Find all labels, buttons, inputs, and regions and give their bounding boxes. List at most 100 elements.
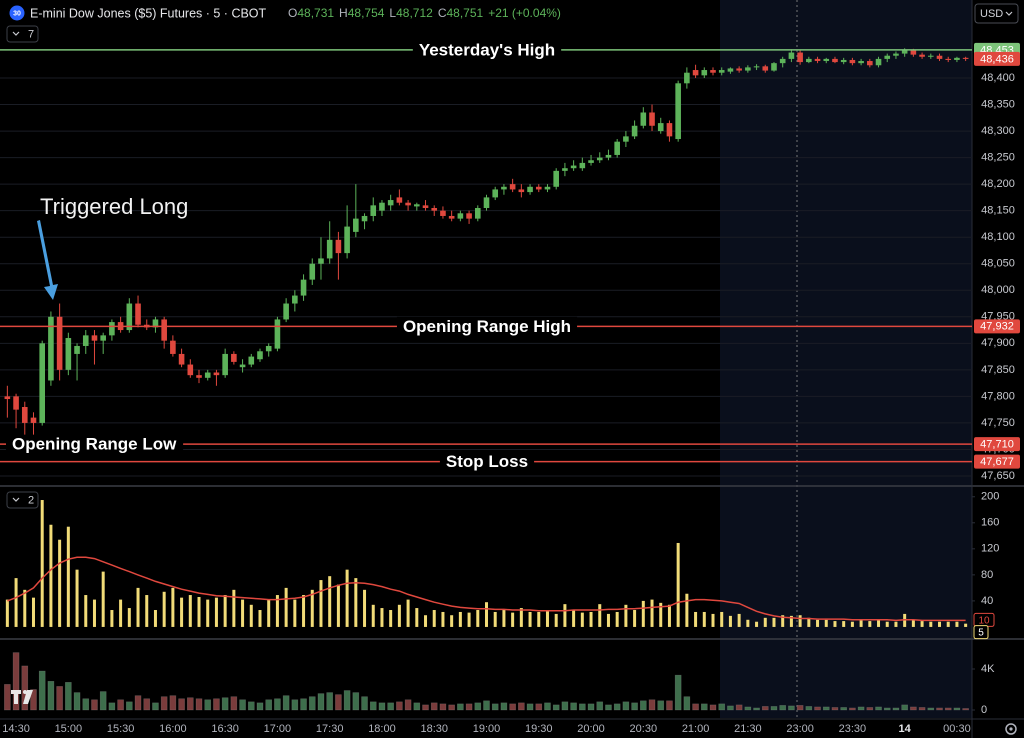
candle-body [387, 200, 394, 206]
volume-bar [474, 702, 482, 711]
candle-body [326, 239, 333, 259]
candle-body [893, 53, 899, 56]
candle-body [161, 319, 167, 341]
price-box [974, 51, 1020, 66]
indicator-bar [606, 613, 610, 627]
indicator-bar [885, 621, 889, 627]
indicator-bar [66, 526, 70, 627]
x-tick-label: 21:00 [682, 723, 710, 735]
volume-bar [596, 701, 604, 711]
indicator-bar [153, 610, 157, 627]
indicator-bar [685, 593, 689, 627]
ohlc-value: 48,751 [446, 6, 483, 20]
settings-icon[interactable] [1005, 723, 1017, 735]
volume-bar [352, 692, 360, 711]
ohlc-key: O [288, 6, 297, 20]
volume-bar [265, 699, 273, 711]
volume-bar [666, 700, 673, 711]
volume-bar [134, 695, 142, 711]
indicator-bar [868, 621, 872, 627]
volume-bar [300, 698, 307, 711]
candle-body [466, 213, 472, 219]
candle-body [483, 197, 490, 209]
volume-bar [613, 703, 621, 711]
candle-body [361, 215, 368, 222]
pane-chip[interactable] [6, 25, 39, 43]
candle-body [788, 52, 795, 59]
indicator-bar [241, 599, 245, 627]
candle-body [675, 83, 681, 140]
y-tick-label: 200 [981, 491, 999, 503]
y-tick-label: 47,650 [981, 470, 1015, 482]
candle-body [867, 61, 873, 66]
candle-body [858, 61, 864, 64]
volume-bar [30, 689, 37, 711]
indicator-bar [441, 611, 445, 627]
indicator-bar [450, 615, 454, 627]
indicator-bar [842, 621, 846, 627]
x-tick-label: 23:30 [839, 723, 867, 735]
candle-body [832, 58, 838, 63]
candle-body [74, 345, 80, 354]
volume-bar [883, 707, 891, 711]
candle-body [135, 303, 141, 325]
volume-bar [753, 707, 760, 711]
volume-bar [535, 703, 543, 711]
volume-bar [640, 700, 647, 711]
pane-chip[interactable] [6, 491, 39, 509]
y-tick-label: 48,200 [981, 178, 1015, 190]
volume-bar [221, 697, 229, 711]
candle-body [544, 186, 551, 190]
symbol-title[interactable]: E-mini Dow Jones ($5) Futures · 5 · CBOT [30, 6, 267, 20]
volume-bar [962, 708, 969, 711]
candle-body [440, 210, 446, 216]
volume-bar [326, 692, 333, 711]
volume-bar [692, 703, 699, 711]
candle-body [353, 218, 359, 232]
candle-body [579, 162, 586, 169]
candle-body [849, 59, 856, 64]
indicator-bar [746, 619, 750, 627]
level-label-bg [6, 434, 184, 454]
tv-logo [11, 690, 33, 704]
candle-body [370, 205, 377, 216]
candle-body [292, 295, 298, 304]
ohlc-key: H [339, 6, 348, 20]
indicator-bar [101, 571, 105, 627]
symbol-badge[interactable] [9, 5, 25, 21]
indicator-bar [728, 615, 732, 627]
level-label: Yesterday's High [419, 40, 555, 59]
volume-bar [335, 694, 342, 711]
logo-part [23, 690, 27, 694]
candle-body [248, 356, 255, 365]
price-box [974, 437, 1020, 452]
y-tick-label: 48,000 [981, 284, 1015, 296]
volume-bar [282, 695, 290, 711]
volume-bar [413, 702, 421, 711]
volume-bar [875, 706, 882, 711]
volume-bar [814, 706, 821, 711]
session-shade [720, 0, 972, 718]
volume-bar [143, 698, 151, 711]
indicator-bar [554, 613, 558, 627]
volume-bar [430, 702, 438, 711]
candle-body [814, 58, 821, 62]
volume-bar [700, 703, 708, 711]
volume-bar [491, 703, 499, 711]
volume-bar [82, 698, 90, 711]
indicator-bar [328, 576, 332, 627]
annotation-arrow [37, 220, 58, 300]
indicator-bar [737, 613, 741, 627]
volume-bar [256, 702, 264, 711]
indicator-bar [415, 608, 419, 627]
volume-bar [213, 698, 220, 711]
volume-bar [91, 699, 98, 711]
indicator-bar [223, 595, 227, 627]
volume-bar [927, 707, 935, 711]
indicator-bar [519, 608, 523, 627]
volume-bar [12, 652, 20, 711]
candle-body [109, 322, 115, 336]
value-box [973, 625, 989, 640]
volume-bar [727, 705, 734, 711]
currency-button[interactable] [974, 3, 1019, 24]
